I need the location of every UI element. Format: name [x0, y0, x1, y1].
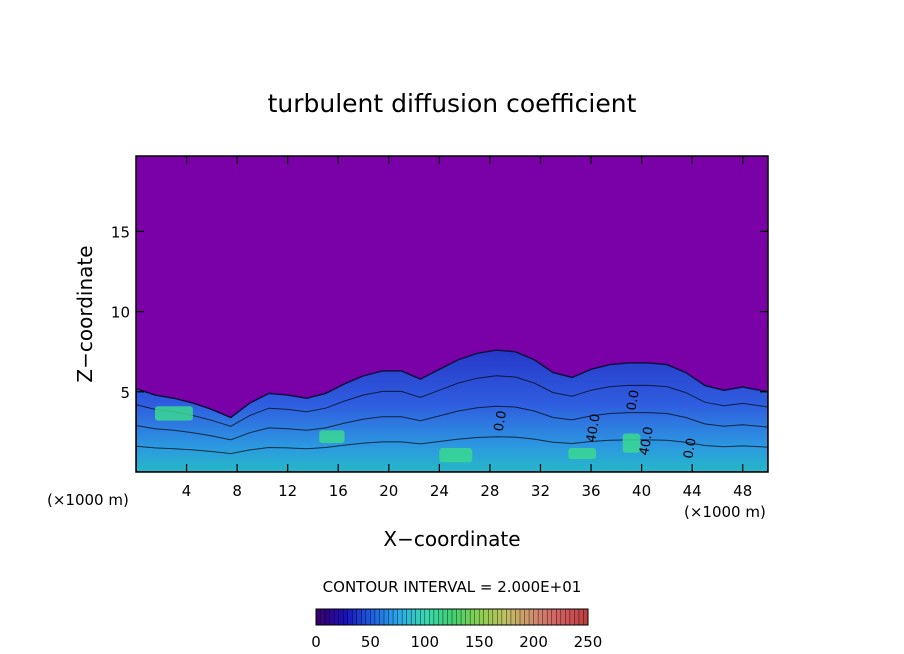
colorbar-segment: [452, 609, 457, 625]
colorbar-segment: [429, 609, 434, 625]
colorbar-segment: [579, 609, 584, 625]
chart-title: turbulent diffusion coefficient: [268, 89, 637, 118]
colorbar-segment: [538, 609, 543, 625]
colorbar-segment: [398, 609, 403, 625]
x-tick-label: 24: [430, 482, 449, 500]
colorbar-segment: [348, 609, 353, 625]
x-tick-label: 36: [581, 482, 600, 500]
y-axis-label: Z−coordinate: [73, 245, 97, 382]
colorbar-segment: [375, 609, 380, 625]
colorbar-tick-label: 50: [361, 633, 380, 651]
colorbar-segment: [515, 609, 520, 625]
colorbar-segment: [520, 609, 525, 625]
x-tick-label: 40: [632, 482, 651, 500]
colorbar-segment: [384, 609, 389, 625]
colorbar-tick-label: 250: [574, 633, 603, 651]
high-value-zone: [568, 448, 596, 459]
x-tick-label: 32: [531, 482, 550, 500]
x-tick-label: 28: [480, 482, 499, 500]
colorbar-segment: [457, 609, 462, 625]
x-tick-label: 16: [329, 482, 348, 500]
colorbar-segment: [393, 609, 398, 625]
colorbar-segment: [547, 609, 552, 625]
colorbar-segment: [321, 609, 326, 625]
colorbar-segment: [334, 609, 339, 625]
plot-area: 0.0 40.00.040.0 0.0 4 8 12 16 20 24 28 32 36 40 44 48…: [111, 156, 768, 500]
colorbar-segment: [357, 609, 362, 625]
colorbar-segment: [470, 609, 475, 625]
x-tick-label: 44: [683, 482, 702, 500]
colorbar-segment: [339, 609, 344, 625]
colorbar-segment: [316, 609, 321, 625]
colorbar-segment: [370, 609, 375, 625]
colorbar-segment: [343, 609, 348, 625]
colorbar-tick-label: 200: [519, 633, 548, 651]
colorbar-segment: [497, 609, 502, 625]
colorbar-segment: [475, 609, 480, 625]
colorbar-segment: [511, 609, 516, 625]
colorbar-segment: [493, 609, 498, 625]
colorbar-segment: [565, 609, 570, 625]
colorbar-segment: [438, 609, 443, 625]
x-tick-label: 48: [733, 482, 752, 500]
contour-interval-label: CONTOUR INTERVAL = 2.000E+01: [323, 578, 582, 596]
colorbar-tick-label: 100: [410, 633, 439, 651]
colorbar-segment: [556, 609, 561, 625]
colorbar-segment: [361, 609, 366, 625]
colorbar-segment: [574, 609, 579, 625]
colorbar-segment: [561, 609, 566, 625]
y-tick-label: 10: [111, 304, 130, 322]
x-axis-label: X−coordinate: [383, 527, 520, 551]
colorbar-tick-label: 150: [465, 633, 494, 651]
colorbar-segment: [534, 609, 539, 625]
colorbar-segment: [502, 609, 507, 625]
colorbar-tick-label: 0: [311, 633, 321, 651]
colorbar-segment: [552, 609, 557, 625]
colorbar: 0 50 100 150 200 250: [311, 609, 602, 651]
x-tick-label: 12: [278, 482, 297, 500]
colorbar-segment: [416, 609, 421, 625]
colorbar-segment: [525, 609, 530, 625]
colorbar-segment: [461, 609, 466, 625]
y-tick-label: 15: [111, 223, 130, 241]
high-value-zone: [439, 448, 472, 462]
colorbar-segment: [425, 609, 430, 625]
x-tick-label: 20: [379, 482, 398, 500]
colorbar-segment: [506, 609, 511, 625]
x-tick-label: 8: [232, 482, 242, 500]
colorbar-segment: [420, 609, 425, 625]
colorbar-segment: [330, 609, 335, 625]
colorbar-segment: [407, 609, 412, 625]
high-value-zone: [155, 406, 193, 420]
x-tick-label: 4: [182, 482, 192, 500]
colorbar-segment: [443, 609, 448, 625]
colorbar-segment: [570, 609, 575, 625]
colorbar-segment: [411, 609, 416, 625]
colorbar-segment: [447, 609, 452, 625]
colorbar-segment: [434, 609, 439, 625]
colorbar-segment: [484, 609, 489, 625]
colorbar-segment: [366, 609, 371, 625]
colorbar-segment: [389, 609, 394, 625]
colorbar-segment: [325, 609, 330, 625]
colorbar-segment: [529, 609, 534, 625]
high-value-zone: [319, 430, 344, 443]
colorbar-segment: [352, 609, 357, 625]
colorbar-segment: [466, 609, 471, 625]
colorbar-segment: [402, 609, 407, 625]
y-tick-label: 5: [120, 384, 130, 402]
x-unit-left: (×1000 m): [47, 491, 129, 509]
colorbar-segment: [543, 609, 548, 625]
colorbar-segment: [379, 609, 384, 625]
colorbar-segment: [479, 609, 484, 625]
x-unit-right: (×1000 m): [684, 503, 766, 521]
colorbar-segment: [488, 609, 493, 625]
